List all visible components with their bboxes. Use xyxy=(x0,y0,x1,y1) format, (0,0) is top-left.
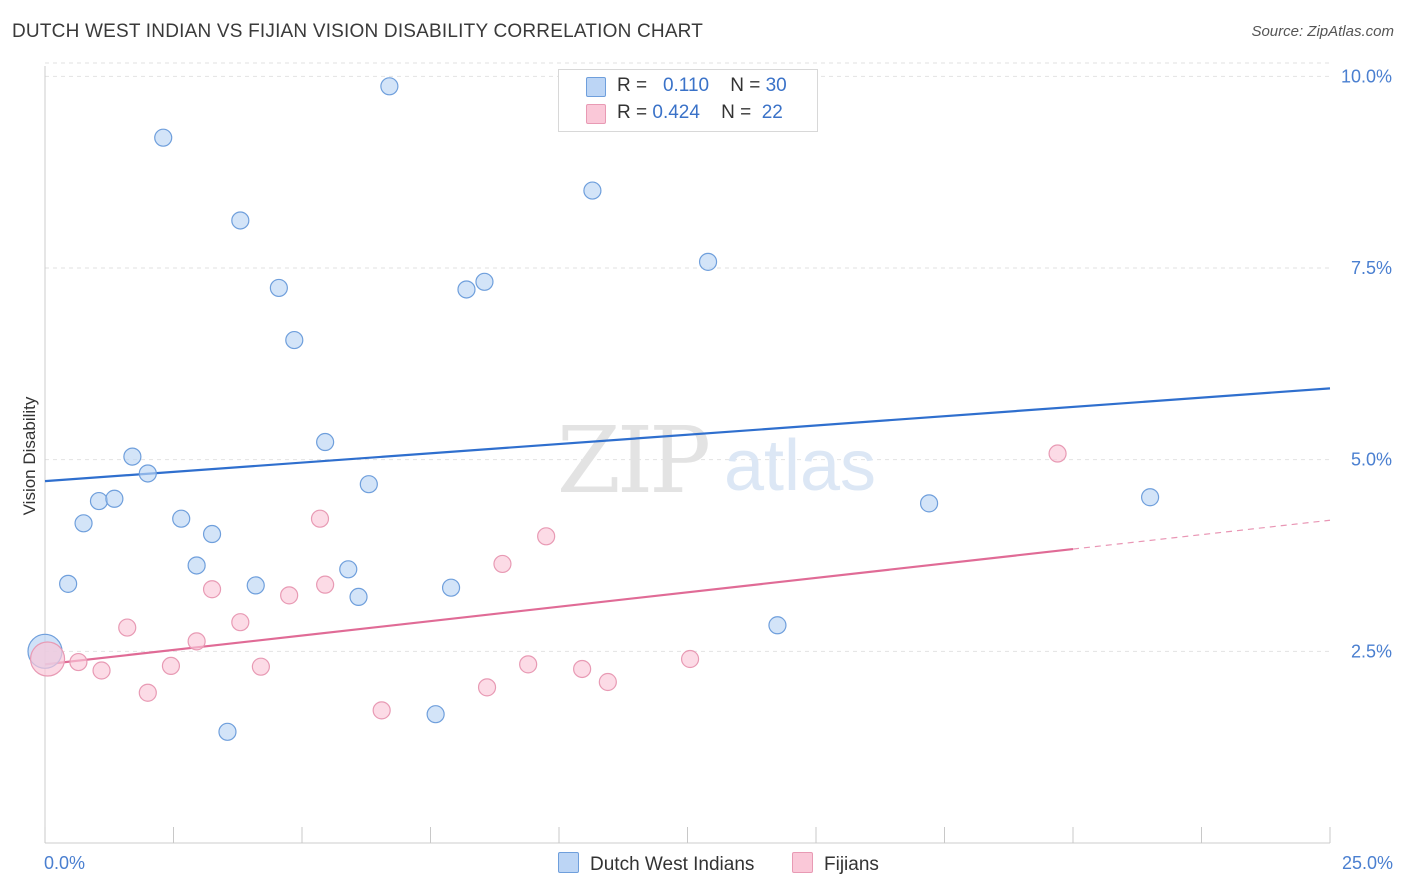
watermark-atlas: atlas xyxy=(724,426,876,506)
legend-text: R = 0.424 N = 22 xyxy=(617,102,783,123)
data-point-dutch-west-indians xyxy=(1140,488,1160,507)
y-tick-label: 10.0% xyxy=(1341,66,1392,86)
y-tick-label: 7.5% xyxy=(1351,258,1392,278)
trend-line-fijians xyxy=(44,547,1074,666)
bottom-legend-swatch-pink xyxy=(792,852,813,873)
data-point-dutch-west-indians xyxy=(316,432,335,452)
data-point-fijians xyxy=(251,657,270,676)
legend-r-value: 0.110 xyxy=(662,75,710,96)
data-point-dutch-west-indians xyxy=(202,524,222,544)
legend-n-value: 22 xyxy=(761,102,783,123)
data-point-dutch-west-indians xyxy=(380,77,399,96)
data-point-dutch-west-indians xyxy=(59,574,78,593)
data-point-dutch-west-indians xyxy=(269,278,288,298)
bottom-legend-swatch-blue xyxy=(558,852,579,873)
chart-source: Source: ZipAtlas.com xyxy=(1251,23,1394,40)
legend-text: R = 0.110 N = 30 xyxy=(617,75,787,96)
chart-title: DUTCH WEST INDIAN VS FIJIAN VISION DISAB… xyxy=(12,21,704,42)
data-point-fijians xyxy=(202,580,222,599)
data-point-dutch-west-indians xyxy=(768,616,787,635)
x-tick-label-max: 25.0% xyxy=(1342,853,1393,873)
watermark: ZIP atlas xyxy=(557,407,876,514)
data-point-dutch-west-indians xyxy=(349,587,368,607)
legend-row-dutch-west-indians: R = 0.110 N = 30 xyxy=(559,74,815,100)
data-point-fijians xyxy=(537,527,556,546)
data-point-dutch-west-indians xyxy=(475,272,494,291)
data-point-fijians xyxy=(680,649,700,669)
data-point-fijians xyxy=(598,672,617,692)
bottom-legend-label: Fijians xyxy=(824,854,879,875)
data-point-dutch-west-indians xyxy=(285,330,304,350)
data-points xyxy=(27,77,1160,741)
data-point-dutch-west-indians xyxy=(123,447,142,466)
data-point-fijians xyxy=(280,586,299,605)
legend: R = 0.110 N = 30 R = 0.424 N = 22 xyxy=(558,69,818,132)
data-point-dutch-west-indians xyxy=(339,560,358,579)
data-point-fijians xyxy=(310,509,330,528)
data-point-fijians xyxy=(372,701,391,720)
bottom-legend-fijians: Fijians xyxy=(792,852,879,876)
data-point-fijians xyxy=(161,656,181,676)
legend-r-value: 0.424 xyxy=(652,102,700,123)
data-point-fijians xyxy=(187,632,206,651)
data-point-fijians xyxy=(493,554,512,574)
data-point-dutch-west-indians xyxy=(172,509,191,528)
data-point-fijians xyxy=(519,655,538,674)
y-axis-label: Vision Disability xyxy=(20,396,39,515)
legend-swatch-pink xyxy=(586,104,606,124)
data-point-dutch-west-indians xyxy=(154,128,173,147)
x-tick-label-min: 0.0% xyxy=(44,853,85,873)
bottom-legend-dutch-west-indians: Dutch West Indians xyxy=(558,852,754,876)
data-point-fijians xyxy=(118,618,137,637)
data-point-dutch-west-indians xyxy=(89,491,109,511)
data-point-dutch-west-indians xyxy=(138,464,157,483)
data-point-dutch-west-indians xyxy=(359,475,378,494)
y-tick-label: 5.0% xyxy=(1351,450,1392,470)
legend-n-value: 30 xyxy=(765,75,787,96)
data-point-fijians xyxy=(69,652,88,672)
grid-lines xyxy=(45,62,1330,652)
data-point-dutch-west-indians xyxy=(919,494,939,513)
axes xyxy=(44,66,1331,844)
data-point-dutch-west-indians xyxy=(231,211,250,230)
y-tick-label: 2.5% xyxy=(1351,641,1392,661)
data-point-fijians xyxy=(29,641,66,677)
trend-line-extension-fijians xyxy=(1072,519,1331,550)
legend-row-fijians: R = 0.424 N = 22 xyxy=(559,101,815,127)
data-point-fijians xyxy=(231,613,250,632)
data-point-dutch-west-indians xyxy=(426,705,445,724)
watermark-zip: ZIP xyxy=(557,407,708,514)
tick-labels: 2.5% 5.0% 7.5% 10.0% 0.0% 25.0% xyxy=(44,66,1393,873)
data-point-fijians xyxy=(477,678,497,697)
data-point-dutch-west-indians xyxy=(74,514,93,533)
trend-lines xyxy=(44,387,1331,666)
data-point-dutch-west-indians xyxy=(583,181,602,200)
data-point-fijians xyxy=(92,661,111,680)
data-point-dutch-west-indians xyxy=(246,576,265,595)
data-point-dutch-west-indians xyxy=(218,722,237,741)
data-point-fijians xyxy=(573,659,592,679)
trend-line-dutch-west-indians xyxy=(44,387,1331,483)
data-point-fijians xyxy=(316,575,335,594)
data-point-dutch-west-indians xyxy=(698,252,718,271)
data-point-fijians xyxy=(138,683,157,702)
legend-swatch-blue xyxy=(586,77,606,97)
data-point-fijians xyxy=(1048,444,1067,463)
data-point-dutch-west-indians xyxy=(187,556,206,575)
data-point-dutch-west-indians xyxy=(105,489,124,508)
bottom-legend-label: Dutch West Indians xyxy=(590,854,755,875)
data-point-dutch-west-indians xyxy=(441,578,461,597)
data-point-dutch-west-indians xyxy=(457,280,476,299)
